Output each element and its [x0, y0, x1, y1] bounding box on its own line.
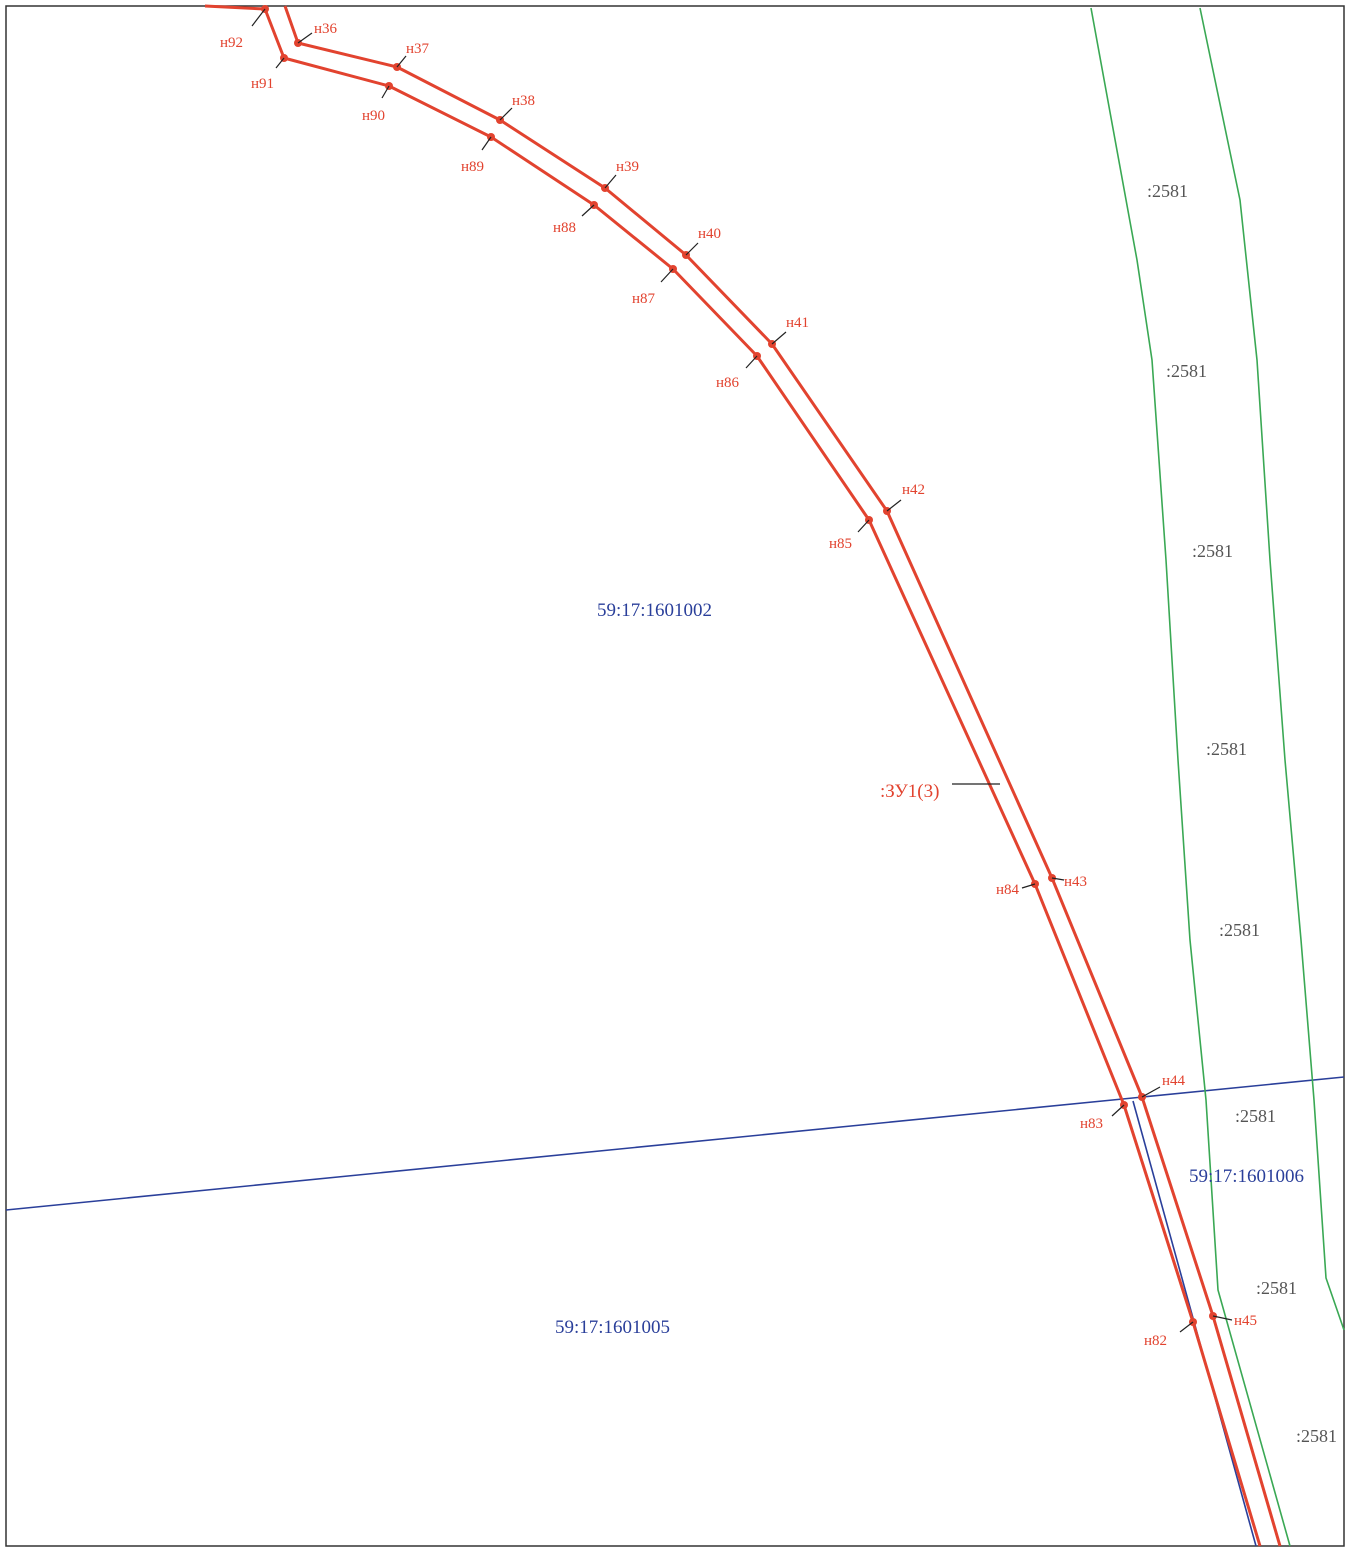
parcel-label: :2581	[1192, 541, 1233, 561]
label-leaders	[251, 8, 1233, 1333]
quarter-boundaries	[5, 1076, 1345, 1547]
vertex-labels: н36 н37 н38 н39 н40 н41 н42 н43 н44 н45 …	[220, 21, 1257, 1349]
parcel-2581-boundaries	[1090, 7, 1345, 1547]
label-n91: н91	[251, 76, 274, 92]
leader-n40	[685, 242, 699, 256]
label-n38: н38	[512, 93, 535, 109]
plot-boundary	[204, 4, 1282, 1547]
parcel-label: :2581	[1256, 1278, 1297, 1298]
parcel-label: :2581	[1206, 739, 1247, 759]
label-n39: н39	[616, 159, 639, 175]
quarter-label-1601002: 59:17:1601002	[597, 600, 712, 621]
label-n36: н36	[314, 21, 338, 37]
parcel-label: :2581	[1219, 920, 1260, 940]
parcel-label: :2581	[1147, 181, 1188, 201]
quarter-label-1601006: 59:17:1601006	[1189, 1166, 1304, 1187]
label-n41: н41	[786, 315, 809, 331]
parcel-label: :2581	[1296, 1426, 1337, 1446]
leader-n83	[1111, 1104, 1125, 1117]
parcel-boundary-west	[1090, 7, 1291, 1547]
leader-n37	[396, 55, 407, 68]
leader-n89	[481, 136, 492, 151]
label-n90: н90	[362, 108, 385, 124]
map-frame	[5, 5, 1345, 1547]
quarter-labels: 59:17:1601002 59:17:1601005 59:17:160100…	[555, 600, 1304, 1338]
label-n37: н37	[406, 41, 430, 57]
leader-n84	[1021, 883, 1036, 889]
leader-n44	[1141, 1086, 1161, 1098]
plot-boundary-outer	[283, 5, 1282, 1547]
label-n87: н87	[632, 291, 656, 307]
label-n44: н44	[1162, 1073, 1186, 1089]
label-n42: н42	[902, 482, 925, 498]
leader-n41	[771, 331, 787, 345]
quarter-label-1601005: 59:17:1601005	[555, 1317, 670, 1338]
plot-boundary-inner	[204, 4, 1262, 1547]
label-n83: н83	[1080, 1116, 1103, 1132]
plot-designation-label: :ЗУ1(3)	[880, 781, 939, 802]
label-n88: н88	[553, 220, 576, 236]
leader-n92	[251, 8, 266, 27]
label-n89: н89	[461, 159, 484, 175]
label-n82: н82	[1144, 1333, 1167, 1349]
parcel-boundary-east	[1199, 7, 1345, 1331]
parcel-label: :2581	[1235, 1106, 1276, 1126]
label-n43: н43	[1064, 874, 1087, 890]
label-n92: н92	[220, 35, 243, 51]
leader-n36	[297, 32, 313, 44]
plot-vertices	[261, 5, 1217, 1326]
leader-n90	[381, 85, 390, 99]
label-n45: н45	[1234, 1313, 1257, 1329]
label-n86: н86	[716, 375, 740, 391]
leader-n82	[1179, 1321, 1194, 1333]
leader-n85	[857, 519, 870, 533]
parcel-labels: :2581 :2581 :2581 :2581 :2581 :2581 :258…	[1147, 181, 1337, 1446]
label-n84: н84	[996, 882, 1020, 898]
leader-n39	[604, 174, 617, 189]
label-n85: н85	[829, 536, 852, 552]
leader-n43	[1051, 877, 1065, 881]
leader-n88	[581, 204, 595, 217]
leader-n45	[1212, 1315, 1233, 1321]
leader-n87	[660, 268, 674, 283]
leader-n91	[275, 57, 285, 69]
parcel-label: :2581	[1166, 361, 1207, 381]
leader-n42	[886, 499, 902, 512]
leader-n86	[745, 355, 758, 369]
leader-n38	[499, 107, 513, 121]
label-n40: н40	[698, 226, 721, 242]
